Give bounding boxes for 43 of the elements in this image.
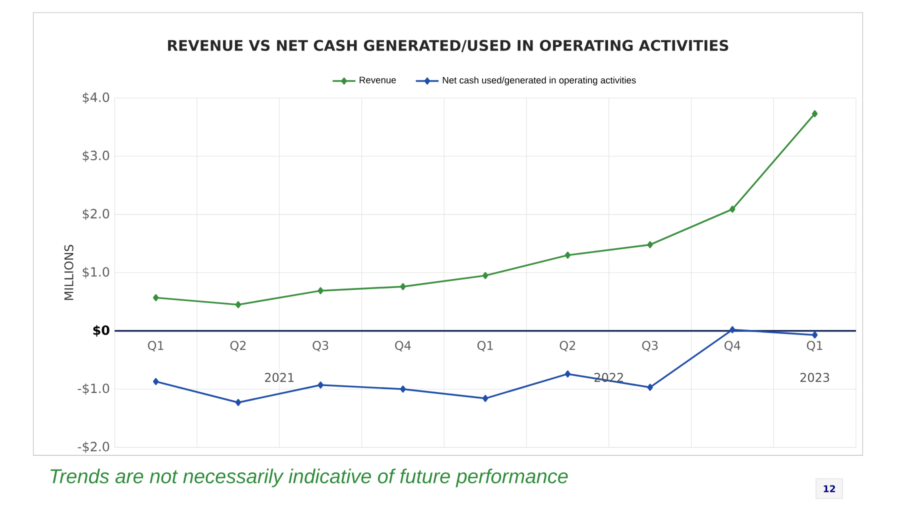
legend-label: Revenue (360, 76, 396, 84)
x-tick-label: Q3 (312, 340, 328, 352)
annotation: 2023 (800, 372, 830, 382)
point (152, 294, 159, 302)
x-tick-label: Q1 (477, 340, 493, 352)
annotation: 2022 (594, 372, 623, 382)
y-tick-label: $2.0 (82, 208, 110, 220)
y-tick-label: $0 (93, 325, 110, 337)
point (235, 398, 242, 406)
y-tick-label: -$2.0 (78, 442, 110, 454)
y-tick-label: -$1.0 (78, 383, 110, 395)
legend-label: Net cash used/generated in operating activities (442, 76, 636, 86)
y-tick-label: $1.0 (82, 266, 110, 278)
point (235, 301, 242, 308)
point (647, 384, 653, 391)
point (482, 394, 488, 402)
x-tick-label: Q4 (724, 340, 740, 352)
x-tick-label: Q2 (560, 340, 576, 352)
point (812, 331, 818, 338)
point (564, 252, 571, 259)
point (647, 241, 653, 248)
point (730, 326, 736, 334)
y-axis-title: MILLIONS (64, 244, 74, 300)
point (482, 272, 488, 280)
point (812, 110, 818, 118)
x-tick-label: Q2 (230, 340, 246, 352)
x-tick-label: Q1 (148, 340, 164, 352)
text: 12 (824, 485, 836, 492)
point (564, 370, 571, 378)
y-tick-label: $4.0 (82, 92, 110, 104)
x-tick-label: Q1 (806, 340, 822, 352)
annotation: 2021 (265, 372, 294, 382)
x-tick-label: Q4 (395, 340, 411, 352)
point (400, 283, 406, 290)
text: Trends are not necessarily indicative of future performance (50, 468, 568, 488)
point (730, 206, 736, 213)
x-tick-label: Q3 (642, 340, 658, 352)
point (318, 287, 324, 294)
point (400, 386, 406, 393)
point (318, 381, 324, 389)
point (152, 378, 159, 386)
chart-title: REVENUE VS NET CASH GENERATED/USED IN OPERATING ACTIVITIES (168, 40, 728, 52)
y-tick-label: $3.0 (82, 150, 110, 162)
